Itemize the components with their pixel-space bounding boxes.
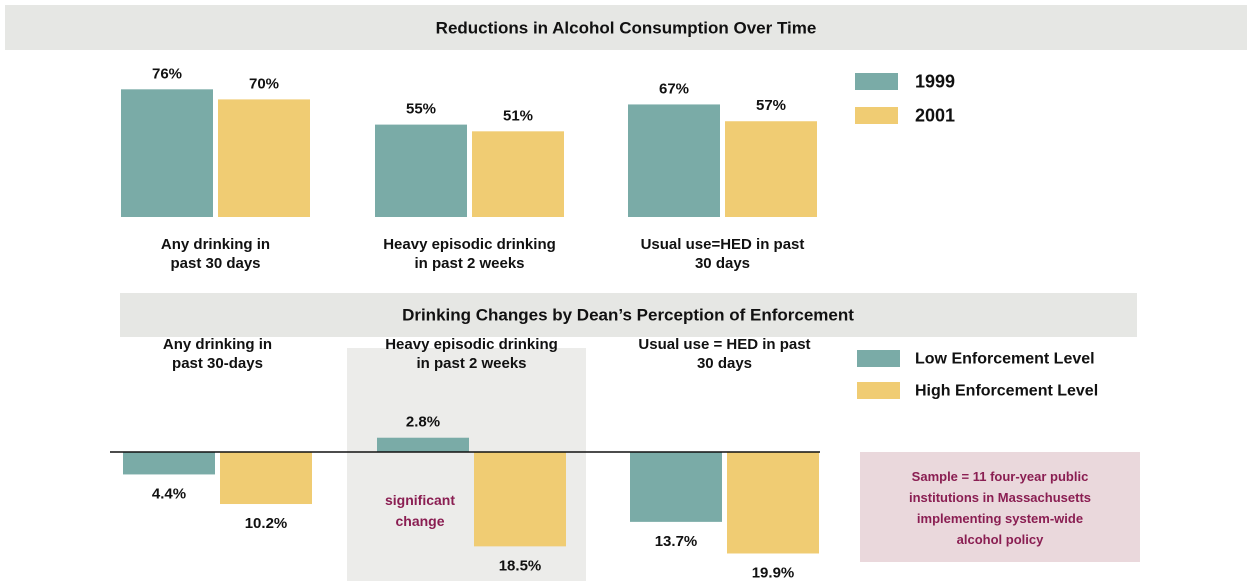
x-tick-label: Any drinking in past 30 days [160, 236, 271, 272]
legend-label: 1999 [915, 71, 955, 91]
legend-swatch [855, 107, 898, 124]
bar [218, 99, 310, 217]
x-tick-label: Usual use = HED in past 30 days [638, 336, 811, 372]
legend-label: High Enforcement Level [915, 383, 1098, 400]
data-label: 2.8% [406, 414, 440, 431]
annotation: significant change [384, 492, 455, 529]
bar [377, 437, 469, 452]
bar [375, 124, 467, 217]
legend-label: Low Enforcement Level [915, 351, 1095, 368]
legend-swatch [857, 382, 900, 399]
data-label: 19.9% [752, 564, 795, 581]
data-label: 51% [503, 107, 533, 124]
note-box [860, 452, 1140, 562]
data-label: 76% [152, 65, 182, 82]
bar [472, 131, 564, 217]
legend-label: 2001 [915, 105, 955, 125]
data-label: 55% [406, 101, 436, 118]
data-label: 57% [756, 97, 786, 114]
bar [630, 452, 722, 522]
bar [628, 104, 720, 217]
data-label: 10.2% [245, 515, 288, 532]
note: Sample = 11 four-year public institution… [908, 469, 1092, 547]
data-label: 4.4% [152, 485, 186, 502]
data-label: 13.7% [655, 533, 698, 550]
bar [727, 452, 819, 554]
title-banner [5, 5, 1247, 50]
data-label: 70% [249, 75, 279, 92]
bar [123, 452, 215, 475]
x-tick-label: Any drinking in past 30-days [162, 336, 273, 372]
x-tick-label: Usual use=HED in past 30 days [640, 236, 805, 272]
legend-swatch [855, 73, 898, 90]
bar [121, 89, 213, 217]
x-tick-label: Heavy episodic drinking in past 2 weeks [383, 236, 556, 272]
x-tick-label: Heavy episodic drinking in past 2 weeks [385, 336, 558, 372]
data-label: 67% [659, 80, 689, 97]
bar [725, 121, 817, 217]
data-label: 18.5% [499, 557, 542, 574]
legend-swatch [857, 350, 900, 367]
bar [220, 452, 312, 505]
bar [474, 452, 566, 547]
chart-title: Drinking Changes by Dean’s Perception of… [402, 305, 854, 324]
chart-title: Reductions in Alcohol Consumption Over T… [436, 18, 817, 37]
title-banner [120, 293, 1137, 337]
